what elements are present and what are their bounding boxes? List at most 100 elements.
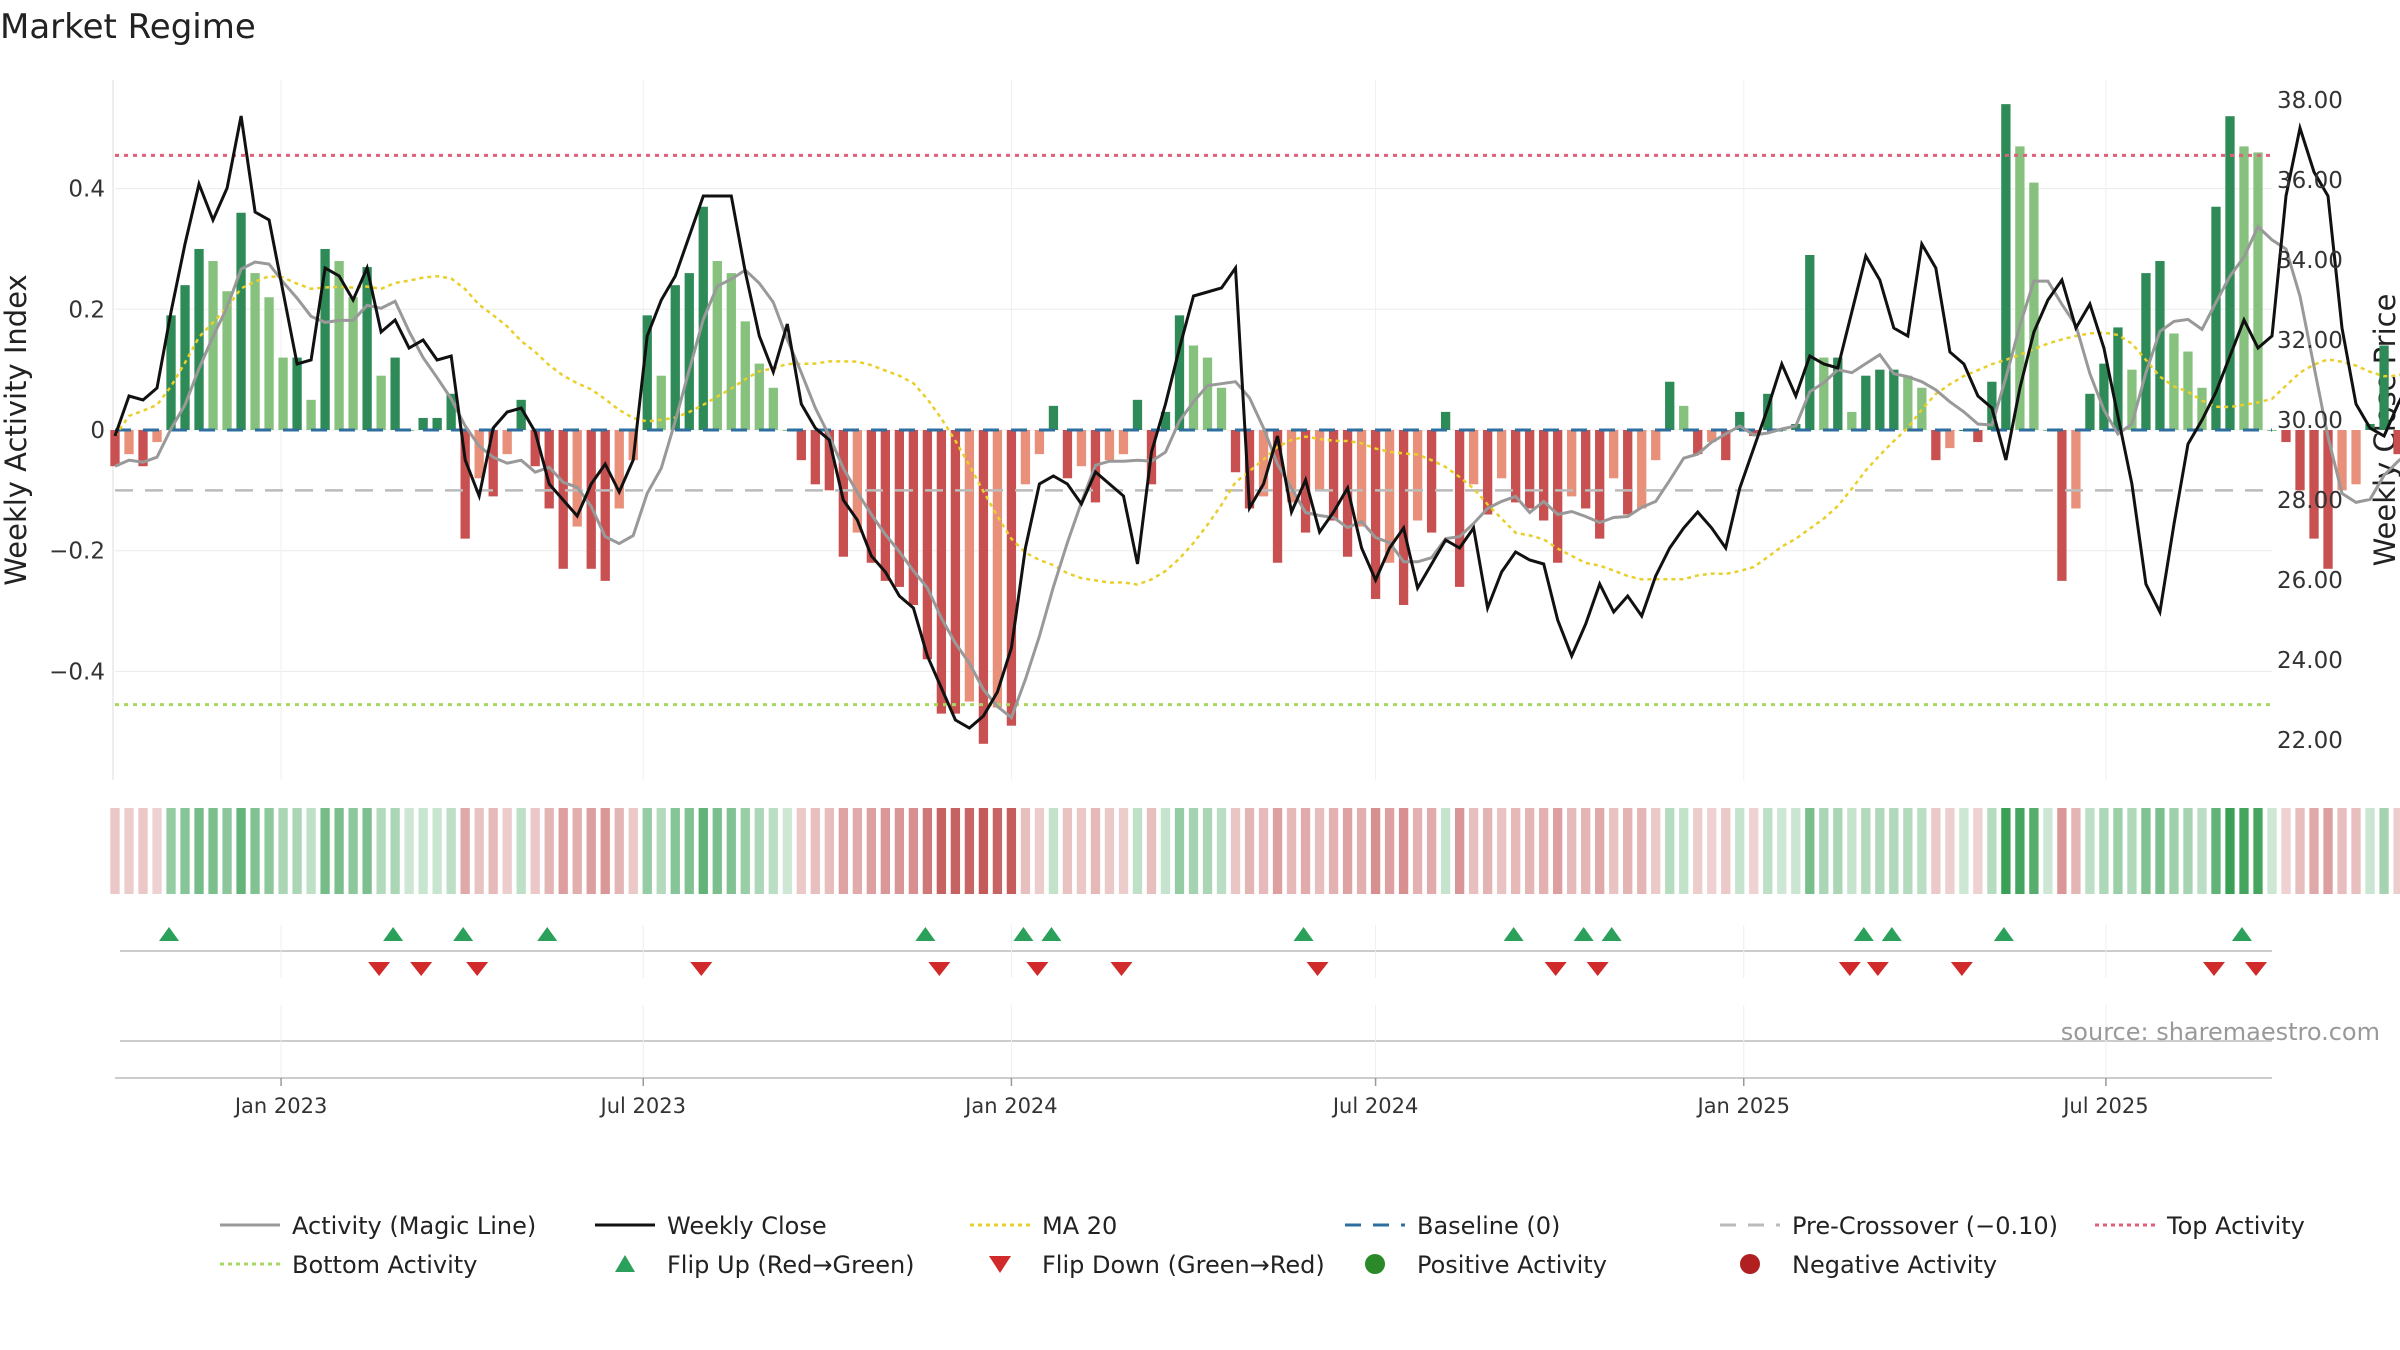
activity-bar <box>1875 369 1885 430</box>
activity-bar <box>1805 255 1815 430</box>
activity-bar <box>1426 430 1437 533</box>
activity-bar <box>1132 399 1143 430</box>
regime-strip-cell <box>1048 808 1059 894</box>
activity-bar <box>1230 430 1241 473</box>
regime-strip-cell <box>222 808 232 894</box>
regime-strip-cell <box>1230 808 1241 894</box>
regime-strip-cell <box>138 808 148 894</box>
activity-bar <box>2015 146 2025 430</box>
reference-lines <box>115 153 2272 707</box>
activity-bar <box>726 273 736 430</box>
regime-strip-cell <box>992 808 1003 894</box>
regime-strip-cell <box>2281 808 2291 894</box>
activity-bar <box>1553 430 1563 563</box>
activity-bar <box>964 430 975 702</box>
legend-item: Negative Activity <box>1740 1251 1997 1279</box>
y-left-tick-label: −0.4 <box>49 659 105 685</box>
activity-bar <box>152 430 162 443</box>
regime-strip-cell <box>2099 808 2109 894</box>
regime-strip-cell <box>1146 808 1157 894</box>
activity-bar <box>1945 430 1955 449</box>
regime-strip-cell <box>1412 808 1423 894</box>
regime-strip-cell <box>2365 808 2375 894</box>
activity-bar <box>740 321 750 430</box>
regime-strip-cell <box>754 808 764 894</box>
activity-bar <box>306 399 316 430</box>
activity-bar <box>992 430 1003 708</box>
regime-strip-cell <box>1174 808 1185 894</box>
regime-strip-cell <box>516 808 526 894</box>
activity-bar <box>1286 430 1297 503</box>
activity-bar <box>1987 381 1997 430</box>
activity-bar <box>2323 430 2333 569</box>
activity-bar <box>1440 411 1451 430</box>
legend-item: Positive Activity <box>1365 1251 1607 1279</box>
regime-strip-cell <box>1454 808 1465 894</box>
x-tick-label: Jul 2023 <box>599 1094 686 1118</box>
flip-down-marker <box>1586 962 1609 976</box>
activity-bar <box>628 430 638 461</box>
activity-bar <box>2225 116 2235 430</box>
regime-strip-cell <box>2141 808 2151 894</box>
y-left-tick-label: 0 <box>90 418 105 444</box>
regime-strip-cell <box>628 808 638 894</box>
regime-strip-cell <box>1426 808 1437 894</box>
activity-bar <box>2141 273 2151 430</box>
regime-strip-cell <box>264 808 274 894</box>
y-right-tick-label: 22.00 <box>2277 728 2343 754</box>
regime-strip-cell <box>2197 808 2207 894</box>
activity-bar <box>432 417 442 430</box>
activity-bar <box>1314 430 1325 491</box>
activity-bar <box>2001 104 2011 430</box>
activity-bar <box>852 430 862 533</box>
regime-strip-cell <box>1160 808 1171 894</box>
flip-up-marker <box>1293 927 1314 941</box>
y-right-tick-label: 28.00 <box>2277 488 2343 514</box>
regime-strip-cell <box>852 808 862 894</box>
regime-strip-cell <box>726 808 736 894</box>
regime-strip-cell <box>558 808 568 894</box>
activity-bar <box>1202 357 1213 430</box>
regime-strip-cell <box>1076 808 1087 894</box>
activity-bar <box>1076 430 1087 467</box>
legend-item: Activity (Magic Line) <box>220 1212 536 1240</box>
regime-strip-cell <box>2267 808 2277 894</box>
legend-label: MA 20 <box>1042 1212 1117 1240</box>
regime-strip-cell <box>684 808 694 894</box>
regime-strip-cell <box>768 808 778 894</box>
regime-strip-cell <box>404 808 414 894</box>
regime-strip-cell <box>1553 808 1563 894</box>
activity-bar <box>1525 430 1535 509</box>
legend-item: Weekly Close <box>595 1212 827 1240</box>
weekly-close-line <box>113 115 2400 730</box>
regime-strip-cell <box>1665 808 1675 894</box>
activity-bar <box>1174 315 1185 430</box>
y-left-tick-label: 0.2 <box>68 297 105 323</box>
activity-bar <box>502 430 512 455</box>
legend-label: Flip Down (Green→Red) <box>1042 1251 1325 1279</box>
activity-bar <box>894 430 905 587</box>
regime-strip <box>110 808 2400 894</box>
activity-bar <box>1104 430 1115 461</box>
legend-swatch <box>1740 1254 1760 1274</box>
y-left-tick-label: 0.4 <box>68 177 105 203</box>
regime-strip-cell <box>1777 808 1787 894</box>
regime-strip-cell <box>1917 808 1927 894</box>
flip-down-marker <box>1866 962 1889 976</box>
regime-strip-cell <box>1707 808 1717 894</box>
activity-bar <box>1637 430 1647 509</box>
activity-bar <box>2155 261 2165 430</box>
activity-bar <box>208 261 218 430</box>
regime-strip-cell <box>1959 808 1969 894</box>
regime-strip-cell <box>2309 808 2319 894</box>
regime-strip-cell <box>1539 808 1549 894</box>
regime-strip-cell <box>1118 808 1129 894</box>
regime-strip-cell <box>2029 808 2039 894</box>
activity-bar <box>2113 327 2123 430</box>
activity-bar <box>1188 345 1199 430</box>
regime-strip-cell <box>2057 808 2067 894</box>
source-label: source: sharemaestro.com <box>2061 1018 2380 1046</box>
regime-strip-cell <box>1945 808 1955 894</box>
activity-bar <box>1454 430 1465 587</box>
flip-down-marker <box>690 962 713 976</box>
